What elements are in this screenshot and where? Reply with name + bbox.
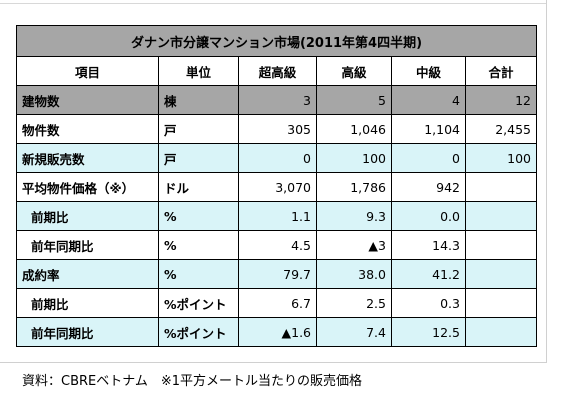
- table-row: 平均物件価格（※） ドル 3,070 1,786 942: [16, 172, 537, 202]
- value-cell: [465, 201, 537, 231]
- header-item: 項目: [16, 56, 159, 86]
- value-cell: 942: [391, 172, 466, 202]
- row-unit: %: [158, 201, 239, 231]
- value-cell: 14.3: [391, 230, 466, 260]
- table-row: 成約率% 79.7 38.0 41.2: [16, 259, 537, 289]
- value-cell: 4: [391, 85, 466, 115]
- footnote: 資料：CBREベトナム ※1平方メートル当たりの販売価格: [22, 374, 363, 389]
- header-total: 合計: [465, 56, 537, 86]
- value-cell: [465, 317, 537, 347]
- value-cell: 7.4: [316, 317, 392, 347]
- table-row: 前年同期比 %ポイント ▲1.6 7.4 12.5: [16, 317, 537, 347]
- value-cell: 79.7: [238, 259, 317, 289]
- value-cell: 9.3: [316, 201, 392, 231]
- table-row: 新規販売数戸 0 100 0 100: [16, 143, 537, 173]
- value-cell: 38.0: [316, 259, 392, 289]
- row-label: 平均物件価格（※）: [16, 172, 159, 202]
- table-row: 前年同期比% 4.5 ▲3 14.3: [16, 230, 537, 260]
- table-row: 前期比% 1.1 9.3 0.0: [16, 201, 537, 231]
- top-divider: [0, 3, 546, 4]
- table-row: 物件数戸 305 1,046 1,104 2,455: [16, 114, 537, 144]
- header-unit: 単位: [158, 56, 239, 86]
- value-cell: 3,070: [238, 172, 317, 202]
- table-row: 建物数棟 3 5 4 12: [16, 85, 537, 115]
- value-cell: 100: [316, 143, 392, 173]
- value-cell: 0.3: [391, 288, 466, 318]
- row-unit: %ポイント: [158, 288, 239, 318]
- row-unit: ドル: [158, 172, 239, 202]
- row-unit: 戸: [158, 114, 239, 144]
- row-label: 前期比: [16, 201, 159, 231]
- value-cell: 2.5: [316, 288, 392, 318]
- value-cell: 4.5: [238, 230, 317, 260]
- header-mid: 中級: [391, 56, 466, 86]
- row-unit: 戸: [158, 143, 239, 173]
- value-cell: [465, 259, 537, 289]
- value-cell: 0: [391, 143, 466, 173]
- row-unit: 棟: [158, 85, 239, 115]
- row-label: 物件数: [16, 114, 159, 144]
- row-unit: %ポイント: [158, 317, 239, 347]
- value-cell: 41.2: [391, 259, 466, 289]
- value-cell: 0: [238, 143, 317, 173]
- table-title: ダナン市分譲マンション市場(2011年第4四半期): [16, 25, 537, 57]
- row-label: 建物数: [16, 85, 159, 115]
- value-cell: 100: [465, 143, 537, 173]
- row-label: 新規販売数: [16, 143, 159, 173]
- value-cell: 1,046: [316, 114, 392, 144]
- row-label: 前年同期比: [16, 230, 159, 260]
- figure-frame: [0, 0, 547, 363]
- row-unit: %: [158, 259, 239, 289]
- value-cell: 2,455: [465, 114, 537, 144]
- value-cell: 0.0: [391, 201, 466, 231]
- value-cell: ▲1.6: [238, 317, 317, 347]
- row-label: 前年同期比: [16, 317, 159, 347]
- row-label: 前期比: [16, 288, 159, 318]
- value-cell: 1.1: [238, 201, 317, 231]
- header-super-luxury: 超高級: [238, 56, 317, 86]
- market-table: ダナン市分譲マンション市場(2011年第4四半期) 項目 単位 超高級 高級 中…: [16, 25, 537, 347]
- value-cell: 6.7: [238, 288, 317, 318]
- row-label: 成約率: [16, 259, 159, 289]
- value-cell: 305: [238, 114, 317, 144]
- value-cell: 3: [238, 85, 317, 115]
- value-cell: 1,786: [316, 172, 392, 202]
- row-unit: %: [158, 230, 239, 260]
- table-row: 前期比 %ポイント 6.7 2.5 0.3: [16, 288, 537, 318]
- header-luxury: 高級: [316, 56, 392, 86]
- value-cell: ▲3: [316, 230, 392, 260]
- value-cell: [465, 230, 537, 260]
- value-cell: 12: [465, 85, 537, 115]
- header-row: 項目 単位 超高級 高級 中級 合計: [16, 56, 537, 86]
- value-cell: 1,104: [391, 114, 466, 144]
- value-cell: 5: [316, 85, 392, 115]
- value-cell: [465, 172, 537, 202]
- value-cell: 12.5: [391, 317, 466, 347]
- value-cell: [465, 288, 537, 318]
